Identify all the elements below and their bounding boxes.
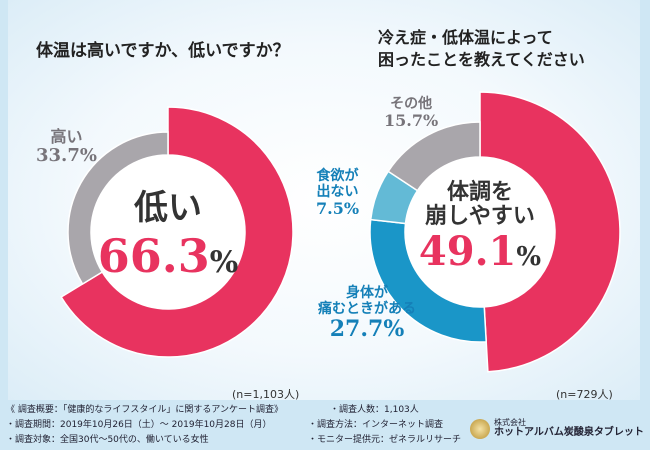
survey-summary: 《 調査概要：「健康的なライフスタイル」に関するアンケート調査》	[6, 405, 284, 415]
brand-logo: 株式会社 ホットアルバム炭酸泉タブレット	[470, 418, 644, 439]
survey-period: ・調査期間：2019年10月26日（土）～ 2019年10月28日（月）	[6, 420, 272, 430]
survey-count: ・調査人数：1,103人	[330, 405, 419, 415]
right-center-label: 体調を 崩しやすい 49.1%	[418, 179, 542, 276]
right-chart-title-line2: 困ったことを教えてください	[378, 50, 585, 69]
donut-hole	[405, 157, 555, 307]
label-pain: 身体が 痛むときがある 27.7%	[318, 285, 416, 343]
label-other: その他 15.7%	[384, 96, 439, 131]
left-center-label: 低い 66.3%	[97, 188, 239, 283]
label-high: 高い 33.7%	[36, 127, 97, 167]
donut-hole	[91, 155, 245, 309]
left-chart-title: 体温は高いですか、低いですか？	[36, 41, 290, 61]
left-sample-size: (n=1,103人)	[232, 388, 300, 401]
label-appetite: 食欲が 出ない 7.5%	[316, 168, 360, 219]
survey-method: ・調査方法：インターネット調査	[308, 420, 444, 430]
right-chart-title-line1: 冷え症・低体温によって	[378, 28, 553, 47]
tablet-icon	[470, 418, 490, 439]
survey-monitor: ・モニター提供元：ゼネラルリサーチ	[308, 435, 462, 445]
right-sample-size: (n=729人)	[556, 388, 613, 401]
survey-target: ・調査対象：全国30代～50代の、働いている女性	[6, 435, 209, 445]
